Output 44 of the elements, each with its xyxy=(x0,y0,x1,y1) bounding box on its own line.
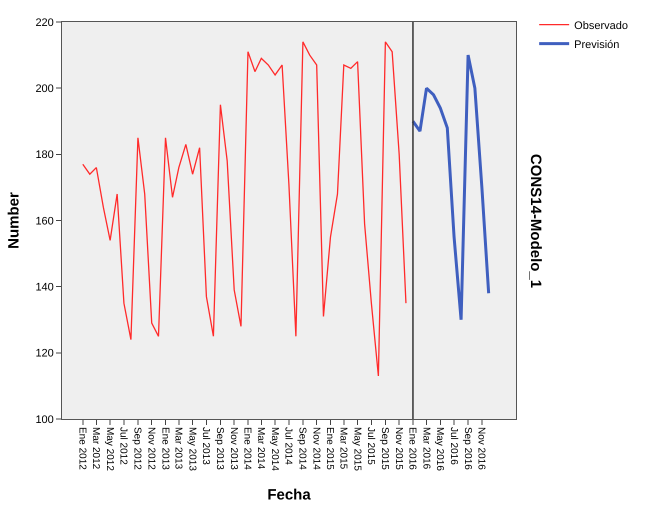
x-tick-label: Jul 2016 xyxy=(448,427,459,466)
x-tick-label: Ene 2015 xyxy=(324,427,336,470)
x-tick-label: Nov 2012 xyxy=(145,427,156,470)
legend-label: Previsión xyxy=(574,38,620,51)
x-tick-label: Sep 2012 xyxy=(132,427,143,470)
legend-label: Observado xyxy=(574,20,628,32)
x-tick-label: May 2015 xyxy=(351,427,362,472)
x-tick-label: Mar 2012 xyxy=(90,427,102,470)
x-tick-label: May 2014 xyxy=(268,427,280,472)
x-tick-label: Jul 2012 xyxy=(118,427,129,466)
y-tick-label: 100 xyxy=(35,414,54,426)
x-tick-label: Sep 2015 xyxy=(379,427,390,470)
x-tick-label: Mar 2015 xyxy=(338,427,349,470)
y-tick-label: 200 xyxy=(35,83,54,96)
x-tick-label: Sep 2013 xyxy=(214,427,226,470)
y-axis-title: Number xyxy=(6,192,23,249)
x-tick-label: Sep 2016 xyxy=(462,427,473,470)
x-tick-label: Sep 2014 xyxy=(296,427,308,470)
text: CONS14-Modelo_1 xyxy=(527,154,544,288)
x-axis-title: Fecha xyxy=(267,486,312,504)
line-series xyxy=(82,41,407,377)
x-tick-label: Ene 2013 xyxy=(159,427,170,470)
y-tick-label: 180 xyxy=(35,149,54,162)
x-tick-label: Mar 2014 xyxy=(255,427,266,470)
x-tick-label: Jul 2015 xyxy=(365,427,376,466)
x-tick-label: Ene 2014 xyxy=(242,427,253,470)
x-tick-label: Nov 2015 xyxy=(392,427,404,470)
y-tick-label: 160 xyxy=(35,215,54,228)
x-tick-label: May 2013 xyxy=(186,427,198,472)
y-tick-label: 120 xyxy=(35,348,54,360)
x-tick-label: Ene 2012 xyxy=(76,427,88,470)
x-tick-label: May 2012 xyxy=(104,427,115,472)
x-tick-label: May 2016 xyxy=(434,427,446,472)
line-series xyxy=(411,54,490,322)
x-tick-label: Jul 2014 xyxy=(282,427,294,466)
x-tick-label: Nov 2013 xyxy=(228,427,239,470)
x-tick-label: Mar 2016 xyxy=(420,427,432,470)
x-tick-label: Nov 2016 xyxy=(476,427,487,470)
x-tick-label: Nov 2014 xyxy=(310,427,322,470)
y-tick-label: 140 xyxy=(35,282,54,294)
x-tick-label: Mar 2013 xyxy=(172,427,184,470)
x-tick-label: Jul 2013 xyxy=(200,427,212,466)
x-tick-label: Ene 2016 xyxy=(406,427,418,470)
y-tick-label: 220 xyxy=(35,16,54,29)
